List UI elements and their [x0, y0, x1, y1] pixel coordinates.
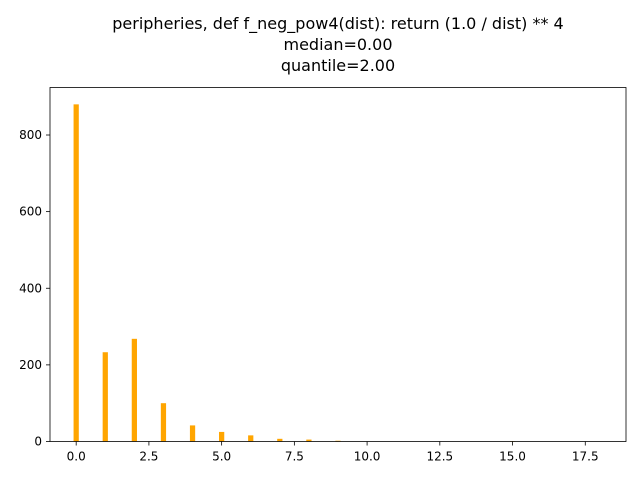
x-tick-label: 7.5 — [285, 450, 304, 464]
x-tick-label: 15.0 — [499, 450, 526, 464]
y-tick-label: 200 — [19, 358, 42, 372]
y-axis: 0 200 400 600 800 — [19, 128, 50, 449]
x-tick-label: 10.0 — [354, 450, 381, 464]
histogram-bar — [73, 104, 79, 442]
chart-title-line-1: peripheries, def f_neg_pow4(dist): retur… — [112, 14, 563, 34]
plot-frame — [49, 87, 627, 442]
histogram-bar — [248, 435, 254, 442]
x-tick-label: 17.5 — [572, 450, 599, 464]
x-tick-label: 12.5 — [426, 450, 453, 464]
histogram-bar — [189, 425, 196, 442]
histogram-bar — [160, 403, 167, 442]
chart-title-line-2: median=0.00 — [283, 35, 392, 54]
histogram-bar — [219, 431, 225, 442]
bars-group — [73, 104, 516, 442]
x-tick-label: 2.5 — [139, 450, 158, 464]
x-tick-label: 0.0 — [67, 450, 86, 464]
x-tick-label: 5.0 — [212, 450, 231, 464]
y-tick-label: 0 — [34, 435, 42, 449]
y-tick-label: 800 — [19, 128, 42, 142]
histogram-bar — [277, 438, 283, 442]
histogram-bar — [306, 439, 312, 442]
histogram-bar — [102, 352, 108, 442]
chart-title-line-3: quantile=2.00 — [281, 56, 395, 75]
x-axis: 0.0 2.5 5.0 7.5 10.0 12.5 15.0 17.5 — [67, 441, 599, 464]
y-tick-label: 400 — [19, 281, 42, 295]
y-tick-label: 600 — [19, 205, 42, 219]
histogram-bar — [131, 338, 137, 442]
